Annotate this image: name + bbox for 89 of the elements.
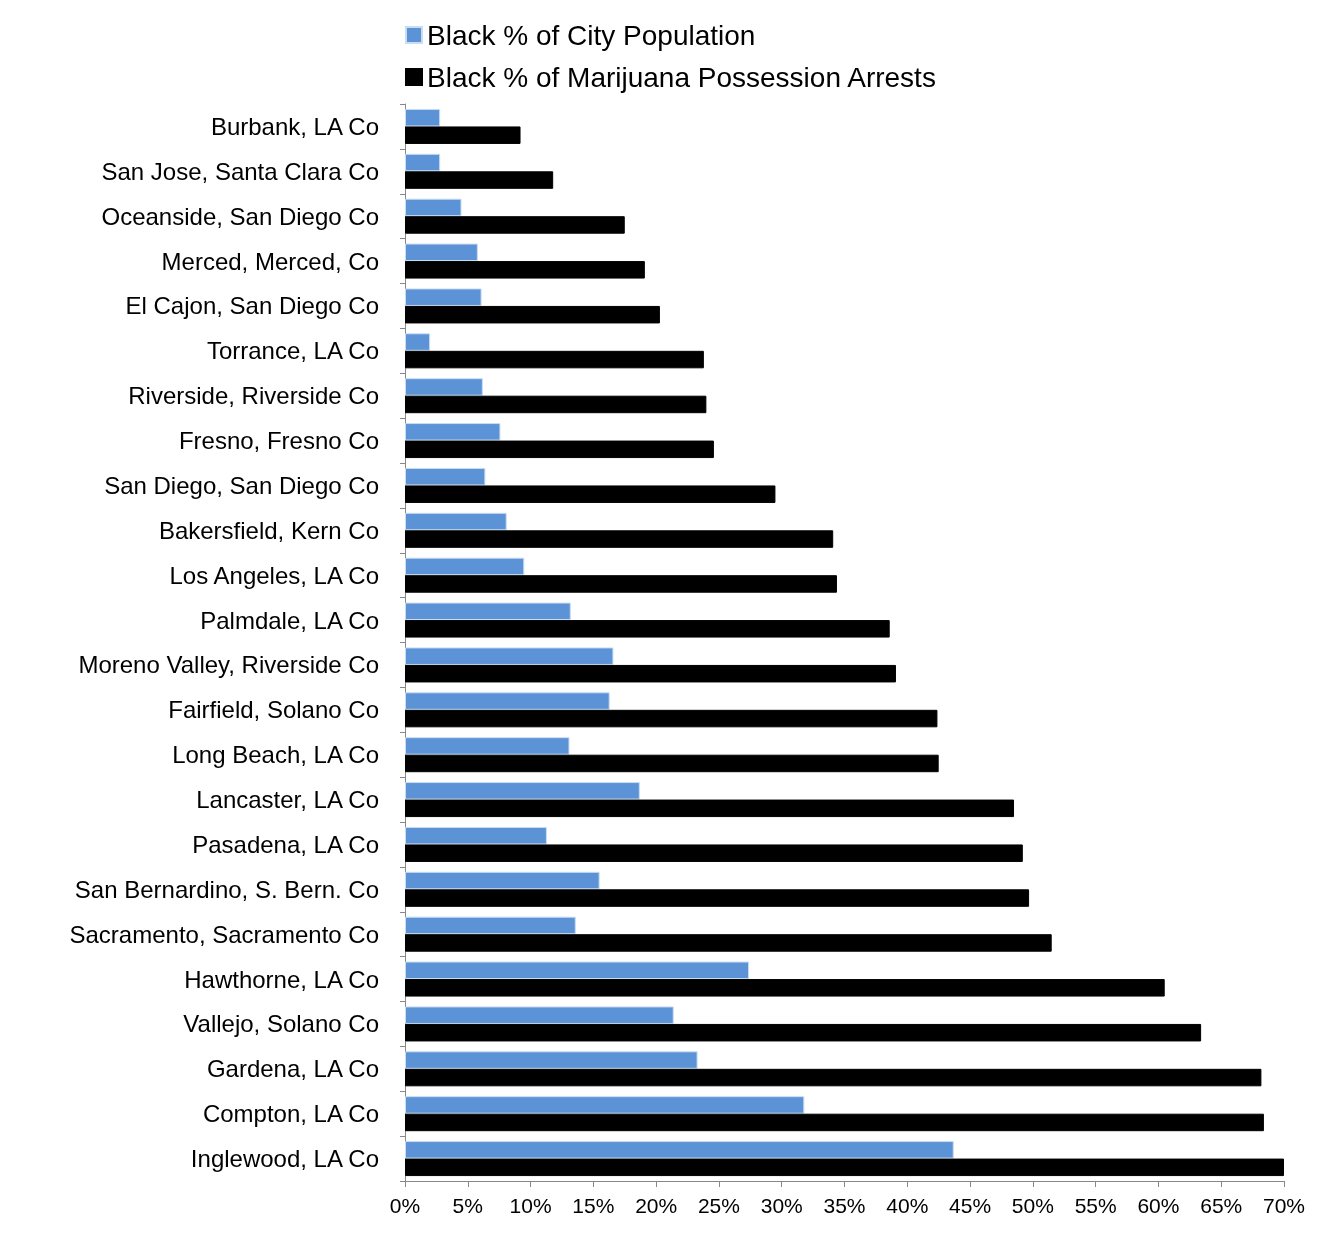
y-tick-label: Riverside, Riverside Co bbox=[128, 382, 379, 410]
bar bbox=[405, 288, 482, 306]
x-tick-label: 20% bbox=[635, 1194, 678, 1217]
bar bbox=[405, 782, 640, 800]
bar bbox=[405, 1023, 1202, 1042]
bar bbox=[405, 243, 478, 262]
y-tick-label: Fairfield, Solano Co bbox=[168, 696, 379, 724]
y-tick-label: Los Angeles, LA Co bbox=[169, 561, 379, 589]
y-tick-label: Compton, LA Co bbox=[202, 1100, 379, 1128]
bar bbox=[405, 916, 576, 935]
bar bbox=[405, 826, 547, 845]
bar bbox=[405, 530, 834, 548]
bar bbox=[405, 1051, 698, 1069]
bar bbox=[405, 602, 571, 621]
bar bbox=[405, 1113, 1264, 1132]
bar bbox=[405, 979, 1165, 997]
x-tick-label: 30% bbox=[760, 1194, 803, 1217]
legend-label: Black % of Marijuana Possession Arrests bbox=[427, 61, 936, 93]
bar bbox=[405, 709, 938, 728]
legend-label: Black % of City Population bbox=[427, 19, 756, 51]
bar bbox=[405, 647, 614, 665]
y-tick-label: Vallejo, Solano Co bbox=[183, 1010, 379, 1038]
bar bbox=[405, 108, 441, 127]
bar bbox=[405, 737, 570, 755]
y-tick-label: Pasadena, LA Co bbox=[192, 830, 379, 858]
x-tick-label: 60% bbox=[1137, 1194, 1180, 1217]
x-tick-label: 10% bbox=[509, 1194, 552, 1217]
x-tick-label: 15% bbox=[572, 1194, 615, 1217]
y-tick-label: Oceanside, San Diego Co bbox=[101, 202, 379, 230]
x-tick-label: 50% bbox=[1011, 1194, 1054, 1217]
bar bbox=[405, 1096, 805, 1114]
bar bbox=[405, 1141, 954, 1159]
x-tick-label: 55% bbox=[1074, 1194, 1117, 1217]
y-tick-label: San Bernardino, S. Bern. Co bbox=[74, 875, 379, 903]
y-tick-label: Torrance, LA Co bbox=[206, 337, 379, 365]
bar bbox=[405, 485, 776, 503]
bar bbox=[405, 1158, 1284, 1177]
y-tick-label: El Cajon, San Diego Co bbox=[125, 292, 379, 320]
x-tick-label: 25% bbox=[697, 1194, 740, 1217]
bar bbox=[405, 467, 486, 486]
y-tick-label: Inglewood, LA Co bbox=[190, 1145, 379, 1173]
y-tick-label: Hawthorne, LA Co bbox=[184, 965, 379, 993]
y-tick-label: Bakersfield, Kern Co bbox=[158, 516, 379, 544]
x-tick-label: 0% bbox=[389, 1194, 421, 1217]
bar bbox=[405, 871, 600, 890]
bar bbox=[405, 126, 521, 144]
x-tick-label: 45% bbox=[949, 1194, 992, 1217]
bar bbox=[405, 153, 441, 172]
bar bbox=[405, 620, 890, 638]
y-tick-label: Long Beach, LA Co bbox=[172, 741, 379, 769]
bar bbox=[405, 423, 501, 441]
y-tick-label: San Jose, Santa Clara Co bbox=[101, 157, 379, 185]
bar bbox=[405, 350, 704, 369]
x-tick-label: 40% bbox=[886, 1194, 929, 1217]
bar bbox=[405, 934, 1052, 952]
y-tick-label: Fresno, Fresno Co bbox=[178, 427, 379, 455]
y-tick-label: Gardena, LA Co bbox=[206, 1055, 379, 1083]
y-tick-label: Lancaster, LA Co bbox=[196, 786, 379, 814]
y-tick-label: Burbank, LA Co bbox=[210, 112, 379, 140]
bar bbox=[405, 333, 431, 351]
bar bbox=[405, 261, 645, 279]
bar bbox=[405, 557, 525, 576]
x-tick-label: 5% bbox=[452, 1194, 483, 1217]
bar bbox=[405, 512, 507, 531]
y-tick-label: Merced, Merced, Co bbox=[161, 247, 379, 275]
bar bbox=[405, 692, 610, 710]
bar bbox=[405, 171, 554, 189]
y-tick-label: Moreno Valley, Riverside Co bbox=[78, 651, 379, 679]
y-tick-label: Sacramento, Sacramento Co bbox=[69, 920, 379, 948]
y-tick-label: San Diego, San Diego Co bbox=[104, 471, 379, 499]
bar bbox=[405, 889, 1030, 907]
bar bbox=[405, 395, 707, 414]
x-tick-label: 65% bbox=[1200, 1194, 1243, 1217]
bar bbox=[405, 754, 939, 773]
bar bbox=[405, 378, 483, 396]
bar bbox=[405, 1006, 674, 1024]
x-tick-label: 35% bbox=[823, 1194, 866, 1217]
bar bbox=[405, 575, 837, 593]
bar bbox=[405, 844, 1023, 862]
bar bbox=[405, 961, 750, 980]
y-tick-label: Palmdale, LA Co bbox=[200, 606, 379, 634]
bar bbox=[405, 198, 462, 217]
bar bbox=[405, 440, 714, 459]
bar bbox=[405, 1068, 1262, 1087]
bar bbox=[405, 799, 1015, 818]
x-tick-label: 70% bbox=[1262, 1194, 1306, 1217]
bar bbox=[405, 216, 625, 234]
bar bbox=[405, 664, 896, 683]
bar bbox=[405, 305, 660, 324]
